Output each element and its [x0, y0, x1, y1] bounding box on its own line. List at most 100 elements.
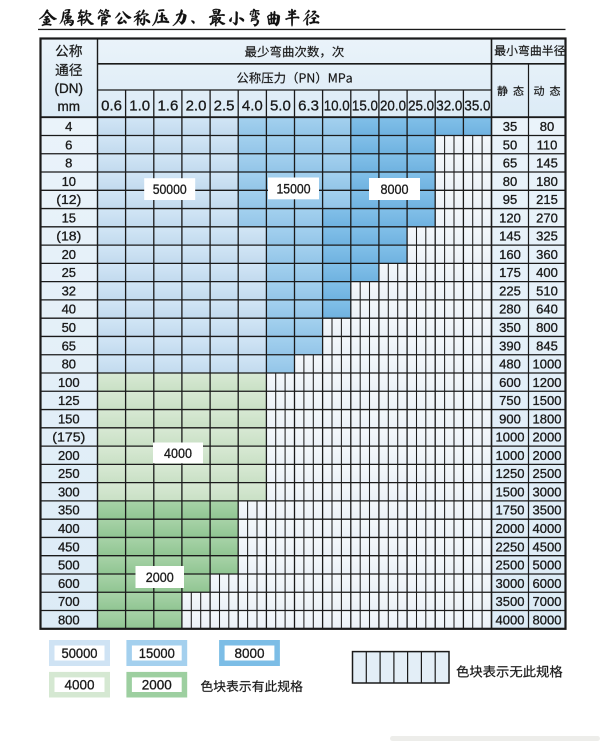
svg-text:8000: 8000	[235, 646, 265, 661]
svg-text:400: 400	[536, 265, 558, 280]
svg-text:270: 270	[536, 210, 558, 225]
svg-text:640: 640	[536, 302, 558, 317]
svg-text:25: 25	[62, 265, 76, 280]
svg-text:325: 325	[536, 229, 558, 244]
svg-text:15000: 15000	[277, 181, 311, 197]
svg-text:1750: 1750	[496, 503, 525, 518]
svg-text:1500: 1500	[533, 393, 562, 408]
svg-text:2000: 2000	[533, 430, 562, 445]
svg-text:900: 900	[499, 411, 521, 426]
svg-text:145: 145	[536, 156, 558, 171]
svg-text:50000: 50000	[153, 182, 187, 198]
svg-text:65: 65	[503, 156, 517, 171]
svg-text:8000: 8000	[533, 612, 562, 627]
svg-text:8: 8	[65, 156, 72, 171]
svg-text:450: 450	[58, 539, 80, 554]
svg-text:8000: 8000	[381, 182, 409, 198]
svg-text:4000: 4000	[496, 612, 525, 627]
svg-text:50: 50	[503, 137, 517, 152]
svg-text:32: 32	[62, 284, 76, 299]
svg-text:160: 160	[499, 247, 521, 262]
svg-text:110: 110	[537, 137, 558, 152]
svg-text:510: 510	[536, 284, 558, 299]
svg-text:600: 600	[499, 375, 521, 390]
svg-text:4000: 4000	[533, 521, 562, 536]
svg-text:250: 250	[58, 466, 80, 481]
svg-text:1250: 1250	[496, 466, 525, 481]
svg-text:2000: 2000	[142, 678, 172, 693]
svg-text:480: 480	[499, 357, 521, 372]
svg-text:2500: 2500	[533, 466, 562, 481]
svg-text:1000: 1000	[496, 448, 525, 463]
svg-text:750: 750	[499, 393, 521, 408]
svg-text:200: 200	[58, 448, 80, 463]
svg-text:1200: 1200	[533, 375, 562, 390]
svg-text:4000: 4000	[164, 446, 192, 462]
svg-text:35: 35	[503, 119, 517, 134]
svg-text:65: 65	[62, 338, 76, 353]
svg-text:15.0: 15.0	[352, 98, 378, 115]
svg-text:4.0: 4.0	[242, 98, 263, 115]
svg-text:215: 215	[536, 192, 558, 207]
svg-text:700: 700	[58, 594, 80, 609]
svg-text:10.0: 10.0	[324, 98, 350, 115]
svg-text:390: 390	[499, 338, 521, 353]
svg-text:20: 20	[62, 247, 76, 262]
svg-text:845: 845	[536, 338, 558, 353]
svg-text:150: 150	[58, 411, 80, 426]
svg-text:15000: 15000	[139, 646, 175, 661]
svg-text:35.0: 35.0	[464, 98, 490, 115]
svg-text:280: 280	[499, 302, 521, 317]
svg-text:2250: 2250	[496, 539, 525, 554]
svg-text:2000: 2000	[146, 570, 174, 586]
svg-text:1.6: 1.6	[157, 98, 178, 115]
svg-text:6000: 6000	[533, 576, 562, 591]
svg-text:4500: 4500	[533, 539, 562, 554]
svg-text:400: 400	[58, 521, 80, 536]
svg-text:2.5: 2.5	[214, 98, 235, 115]
svg-text:20.0: 20.0	[380, 98, 406, 115]
svg-text:2000: 2000	[533, 448, 562, 463]
svg-text:1000: 1000	[533, 357, 562, 372]
svg-text:95: 95	[503, 192, 517, 207]
svg-text:3500: 3500	[496, 594, 525, 609]
svg-text:6.3: 6.3	[298, 98, 319, 115]
svg-text:32.0: 32.0	[436, 98, 462, 115]
svg-text:3000: 3000	[533, 485, 562, 500]
svg-text:5000: 5000	[533, 558, 562, 573]
svg-text:100: 100	[58, 375, 80, 390]
svg-text:(DN): (DN)	[55, 81, 84, 96]
svg-text:50000: 50000	[62, 646, 98, 661]
svg-text:25.0: 25.0	[408, 98, 434, 115]
svg-text:80: 80	[503, 174, 517, 189]
svg-text:500: 500	[58, 558, 80, 573]
svg-text:175: 175	[499, 265, 521, 280]
svg-text:225: 225	[499, 284, 521, 299]
svg-text:3500: 3500	[533, 503, 562, 518]
svg-text:300: 300	[58, 485, 80, 500]
svg-text:2500: 2500	[496, 558, 525, 573]
svg-text:80: 80	[540, 119, 554, 134]
svg-text:6: 6	[65, 137, 72, 152]
svg-text:40: 40	[62, 302, 76, 317]
svg-text:1800: 1800	[533, 411, 562, 426]
svg-text:1.0: 1.0	[129, 98, 150, 115]
svg-text:350: 350	[58, 503, 80, 518]
svg-text:180: 180	[536, 174, 558, 189]
svg-text:360: 360	[536, 247, 558, 262]
svg-text:80: 80	[62, 357, 76, 372]
svg-text:15: 15	[62, 210, 76, 225]
svg-text:3000: 3000	[496, 576, 525, 591]
svg-text:2.0: 2.0	[186, 98, 207, 115]
svg-text:(12): (12)	[56, 192, 81, 207]
svg-text:2000: 2000	[496, 521, 525, 536]
svg-text:145: 145	[499, 229, 521, 244]
svg-text:600: 600	[58, 576, 80, 591]
svg-text:(175): (175)	[52, 430, 85, 445]
svg-text:350: 350	[499, 320, 521, 335]
svg-text:1500: 1500	[496, 485, 525, 500]
svg-text:7000: 7000	[533, 594, 562, 609]
svg-text:4: 4	[65, 119, 72, 134]
svg-text:1000: 1000	[496, 430, 525, 445]
svg-text:800: 800	[536, 320, 558, 335]
